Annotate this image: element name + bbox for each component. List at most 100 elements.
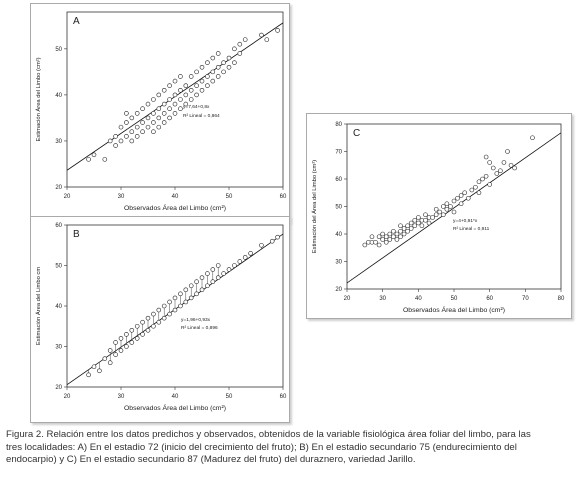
data-point — [178, 97, 183, 102]
data-point — [172, 101, 178, 107]
data-point — [161, 111, 167, 116]
data-point — [494, 171, 500, 176]
data-point — [145, 115, 151, 121]
data-point — [380, 237, 385, 242]
data-point — [124, 134, 129, 139]
data-point — [398, 228, 403, 234]
data-point — [172, 295, 178, 301]
data-point — [129, 129, 135, 135]
data-point — [86, 372, 91, 378]
data-point — [151, 311, 156, 317]
data-point — [194, 69, 199, 75]
data-point — [134, 111, 140, 116]
data-point — [391, 228, 396, 234]
data-point — [248, 251, 253, 256]
y-axis-label: Estimación del Área del Limbo (cm²) — [311, 160, 318, 253]
x-tick-label: 20 — [344, 296, 351, 302]
fit-equation: y=4+0,91*x — [453, 218, 478, 224]
data-point — [237, 51, 243, 56]
data-point — [226, 267, 232, 272]
data-point — [113, 134, 118, 139]
data-point — [167, 106, 172, 112]
data-point — [394, 237, 400, 242]
data-point — [194, 279, 199, 284]
scatter-chart-c: 20 30 40 50 60 70 80 20 30 40 50 60 70 80 Observados Á… — [311, 122, 565, 314]
data-point — [194, 291, 199, 297]
data-point — [215, 263, 221, 268]
data-point — [226, 55, 232, 61]
data-point — [362, 242, 368, 248]
data-point — [145, 124, 151, 130]
data-point — [124, 120, 129, 125]
data-point — [380, 231, 385, 237]
y-tick-label: 50 — [335, 205, 342, 211]
data-point — [221, 271, 226, 276]
regression-line — [347, 132, 561, 284]
data-point — [441, 204, 446, 209]
data-point — [505, 149, 510, 154]
y-axis-label: Estimación Área del Limbo cm — [35, 267, 42, 345]
data-point — [97, 368, 102, 374]
data-point — [275, 234, 280, 240]
data-point — [480, 176, 485, 182]
data-point — [444, 206, 450, 212]
data-point — [269, 238, 275, 244]
data-point — [487, 160, 492, 165]
data-point — [210, 78, 216, 84]
data-point — [210, 69, 216, 75]
x-tick-label: 20 — [64, 194, 71, 200]
data-point — [86, 157, 91, 162]
data-point — [172, 307, 178, 313]
data-point — [167, 97, 172, 102]
caption-line-1: Figura 2. Relación entre los datos predi… — [6, 429, 531, 440]
data-point — [394, 231, 400, 237]
data-point — [215, 275, 221, 280]
data-point — [405, 223, 410, 229]
data-point — [113, 352, 118, 357]
x-tick-label: 60 — [280, 194, 287, 200]
data-point — [205, 60, 210, 65]
data-point — [134, 124, 140, 130]
data-point — [118, 348, 124, 353]
data-point — [188, 283, 194, 289]
data-point — [194, 92, 199, 98]
y-axis-label: Estimación Área del Limbo (cm²) — [35, 57, 42, 141]
caption-line-3: endocarpio) y C) En el estadio secundari… — [6, 454, 416, 465]
data-point — [232, 60, 237, 65]
data-point — [476, 179, 482, 185]
data-point — [430, 215, 435, 220]
data-point — [161, 315, 167, 321]
data-point — [237, 41, 243, 47]
data-point — [226, 64, 232, 70]
data-point — [161, 303, 167, 309]
data-point — [140, 319, 145, 325]
panel-letter: B — [73, 229, 80, 240]
data-point — [205, 283, 210, 289]
data-point — [373, 239, 378, 245]
y-tick-label: 30 — [55, 139, 62, 145]
data-point — [199, 87, 205, 93]
data-point — [416, 215, 421, 220]
data-point — [383, 239, 389, 245]
data-point — [188, 87, 194, 93]
data-point — [161, 120, 167, 125]
data-point — [469, 187, 475, 193]
data-point — [259, 32, 264, 38]
x-tick-label: 40 — [172, 394, 179, 400]
r-squared-label: R² Lineal = 0,911 — [453, 226, 490, 232]
data-point — [140, 106, 145, 112]
y-tick-label: 60 — [335, 177, 342, 183]
data-point — [458, 201, 464, 207]
data-point — [210, 267, 216, 272]
data-point — [107, 360, 113, 365]
x-tick-label: 70 — [522, 296, 529, 302]
x-tick-label: 30 — [118, 194, 125, 200]
data-point — [167, 311, 172, 317]
plot-frame — [346, 123, 562, 290]
fit-equation: y=7,64+0,8x — [183, 104, 210, 110]
data-point — [183, 83, 189, 88]
data-point — [107, 348, 113, 353]
data-point — [151, 129, 156, 135]
y-tick-label: 20 — [55, 385, 62, 391]
y-tick-label: 30 — [55, 345, 62, 351]
